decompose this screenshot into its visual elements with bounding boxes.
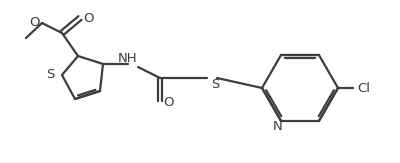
Text: Cl: Cl — [358, 82, 370, 95]
Text: O: O — [83, 12, 93, 24]
Text: S: S — [211, 79, 219, 91]
Text: O: O — [163, 96, 173, 110]
Text: NH: NH — [118, 52, 138, 66]
Text: N: N — [273, 120, 283, 133]
Text: O: O — [29, 16, 39, 30]
Text: S: S — [46, 68, 54, 82]
